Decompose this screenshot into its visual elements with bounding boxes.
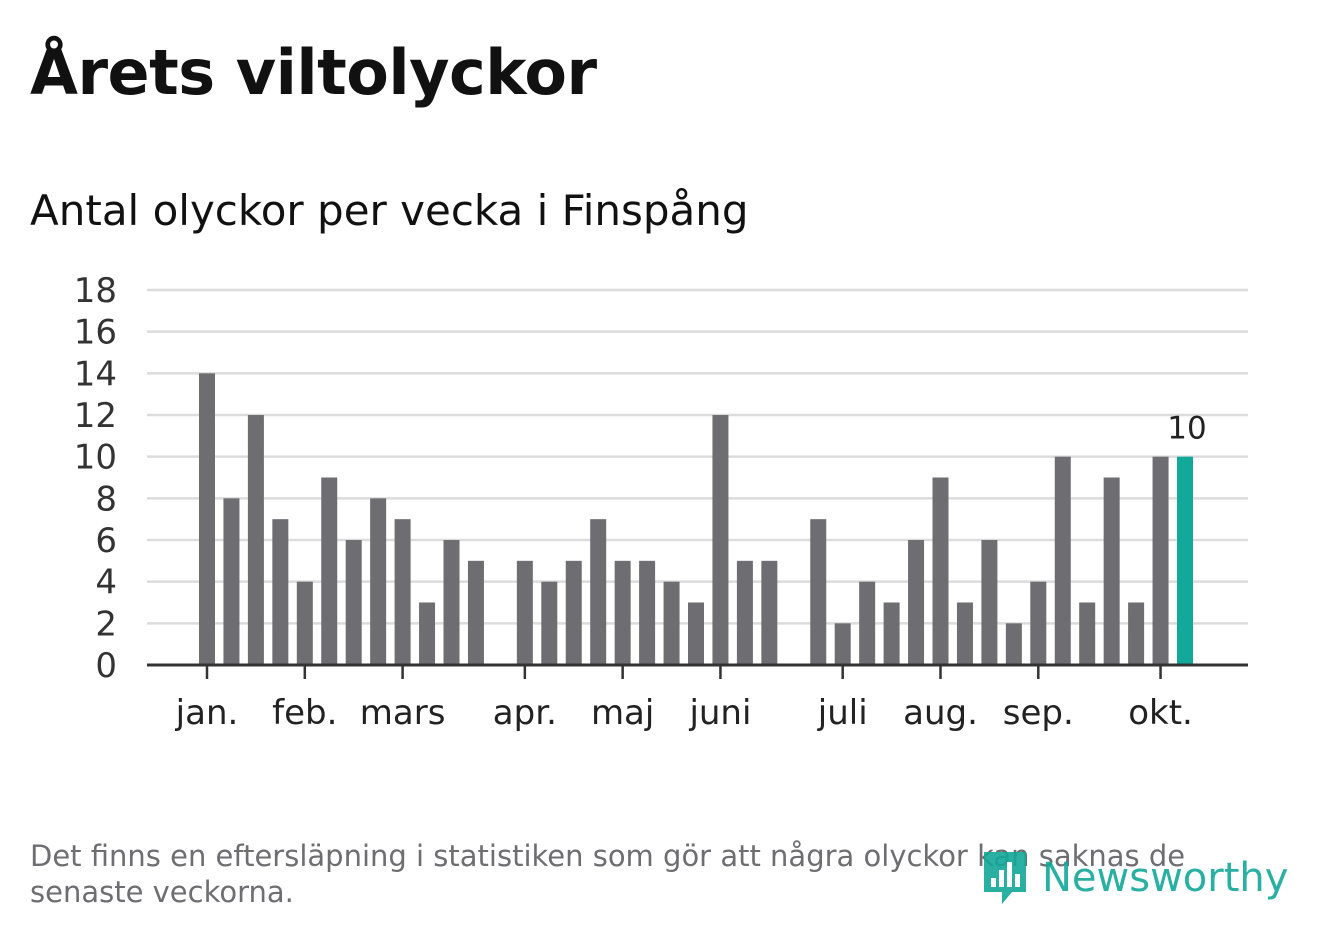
x-tick-label: okt. xyxy=(1128,693,1193,733)
bars xyxy=(199,373,1193,665)
bar xyxy=(590,519,607,665)
bar xyxy=(247,415,264,665)
bar xyxy=(296,581,313,665)
x-tick-label: maj xyxy=(591,693,654,733)
gridlines xyxy=(147,288,1248,625)
bar xyxy=(199,373,215,665)
x-tick-label: jan. xyxy=(175,693,239,733)
bar xyxy=(1128,602,1145,665)
y-tick-label: 18 xyxy=(74,271,117,311)
bar xyxy=(394,519,411,665)
bar xyxy=(1152,456,1169,665)
newsworthy-logo-icon xyxy=(984,852,1026,904)
x-tick-label: juli xyxy=(817,693,868,733)
bar xyxy=(981,540,998,665)
bar xyxy=(639,560,656,665)
bar xyxy=(712,415,729,665)
bar xyxy=(272,519,289,665)
x-tick-label: feb. xyxy=(272,693,337,733)
y-tick-label: 4 xyxy=(95,563,117,603)
y-tick-label: 2 xyxy=(95,604,117,644)
x-tick-label: juni xyxy=(688,693,751,733)
y-tick-label: 0 xyxy=(95,646,117,686)
bar xyxy=(859,581,876,665)
x-tick-label: apr. xyxy=(493,693,557,733)
bar xyxy=(516,560,533,665)
bar xyxy=(614,560,631,665)
chart-title: Årets viltolyckor xyxy=(30,36,597,109)
bar xyxy=(688,602,704,665)
bar xyxy=(834,623,851,665)
bar xyxy=(1103,477,1120,665)
x-axis-ticks: jan. feb. mars apr. maj juni juli aug. sep. okt. xyxy=(175,665,1193,733)
x-tick-label: aug. xyxy=(903,693,978,733)
bar xyxy=(908,540,925,665)
bar xyxy=(761,560,778,665)
bar xyxy=(370,498,387,665)
bar xyxy=(345,540,362,665)
x-tick-label: sep. xyxy=(1003,693,1074,733)
y-tick-label: 8 xyxy=(95,479,117,519)
y-tick-label: 6 xyxy=(95,521,117,561)
bar xyxy=(565,560,582,665)
bar xyxy=(467,560,484,665)
bar xyxy=(1079,602,1096,665)
y-tick-label: 12 xyxy=(74,396,117,436)
y-tick-label: 16 xyxy=(74,313,117,353)
bar xyxy=(1030,581,1047,665)
bar xyxy=(736,560,753,665)
bar xyxy=(810,519,827,665)
bar xyxy=(419,602,436,665)
bar xyxy=(1054,456,1071,665)
data-label-last-week: 10 xyxy=(1167,411,1206,447)
newsworthy-logo: Newsworthy xyxy=(980,848,1288,908)
chart-subtitle: Antal olyckor per vecka i Finspång xyxy=(30,186,749,235)
y-tick-label: 10 xyxy=(74,438,117,478)
bar-highlighted xyxy=(1177,456,1193,665)
data-labels: 10 xyxy=(1167,411,1206,447)
newsworthy-logo-text: Newsworthy xyxy=(1042,855,1289,901)
bar xyxy=(1005,623,1022,665)
bar xyxy=(663,581,680,665)
bar xyxy=(883,602,900,665)
bar xyxy=(932,477,949,665)
bar xyxy=(223,498,240,665)
x-tick-label: mars xyxy=(360,693,446,733)
bar xyxy=(321,477,338,665)
bar xyxy=(443,540,460,665)
bar xyxy=(541,581,558,665)
y-tick-label: 14 xyxy=(74,354,117,394)
bar xyxy=(956,602,973,665)
